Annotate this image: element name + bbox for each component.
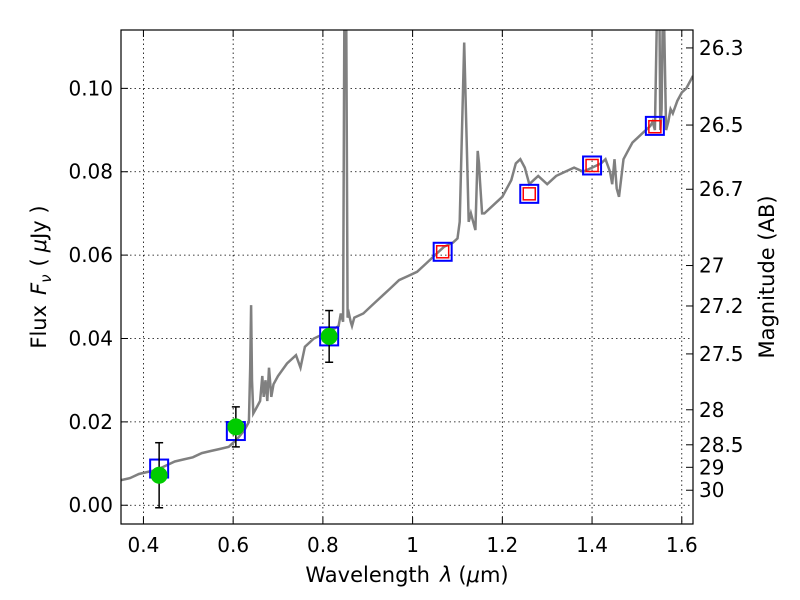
synthetic-point-blue: [519, 183, 540, 204]
y-axis-label-right: Magnitude (AB): [755, 195, 779, 358]
right-tick-label: 27.2: [699, 294, 744, 318]
right-tick-label: 27: [699, 254, 724, 278]
synthetic-point-blue: [432, 241, 453, 262]
markers: [149, 115, 665, 509]
grid: [121, 30, 693, 524]
x-axis-label: Wavelength λ (μm): [305, 563, 508, 587]
synthetic-point-red: [522, 187, 537, 201]
x-tick-label: 0.6: [217, 533, 249, 557]
synthetic-point-red: [435, 245, 450, 259]
right-tick-label: 28.5: [699, 433, 744, 457]
x-tick-label: 1.2: [486, 533, 518, 557]
synthetic-point-blue: [644, 115, 665, 136]
right-tick-label: 27.5: [699, 342, 744, 366]
right-tick-label: 26.3: [699, 36, 744, 60]
y-tick-label: 0.02: [68, 410, 113, 434]
x-tick-label: 1: [406, 533, 419, 557]
synthetic-point-red: [585, 158, 599, 173]
right-tick-label: 26.5: [699, 113, 744, 137]
plot-area: [121, 30, 693, 482]
y-tick-label: 0.08: [68, 160, 113, 184]
x-tick-label: 1.4: [576, 533, 608, 557]
observed-point: [150, 466, 168, 484]
right-tick-label: 29: [699, 455, 724, 479]
y-tick-label: 0.10: [68, 76, 113, 100]
right-tick-label: 28: [699, 398, 724, 422]
observed-point: [320, 327, 338, 345]
synthetic-point-blue: [582, 155, 603, 176]
x-tick-label: 0.4: [128, 533, 160, 557]
plot-frame: [120, 29, 694, 525]
x-tick-label: 1.6: [666, 533, 698, 557]
spectrum-line: [121, 30, 693, 482]
ticks: 0.4 0.6 0.8 1 1.2 1.4 1.6 0.00 0.02 0.04 0.06 0.08 0…: [68, 30, 744, 557]
synthetic-point-red: [648, 119, 662, 134]
y-tick-label: 0.04: [68, 326, 113, 350]
right-tick-label: 30: [699, 478, 724, 502]
x-tick-label: 0.8: [307, 533, 339, 557]
right-tick-label: 26.7: [699, 177, 744, 201]
y-tick-label: 0.00: [68, 493, 113, 517]
y-axis-label-left: FluxFν(μJy ): [27, 205, 55, 348]
y-tick-label: 0.06: [68, 243, 113, 267]
observed-point: [227, 418, 245, 436]
